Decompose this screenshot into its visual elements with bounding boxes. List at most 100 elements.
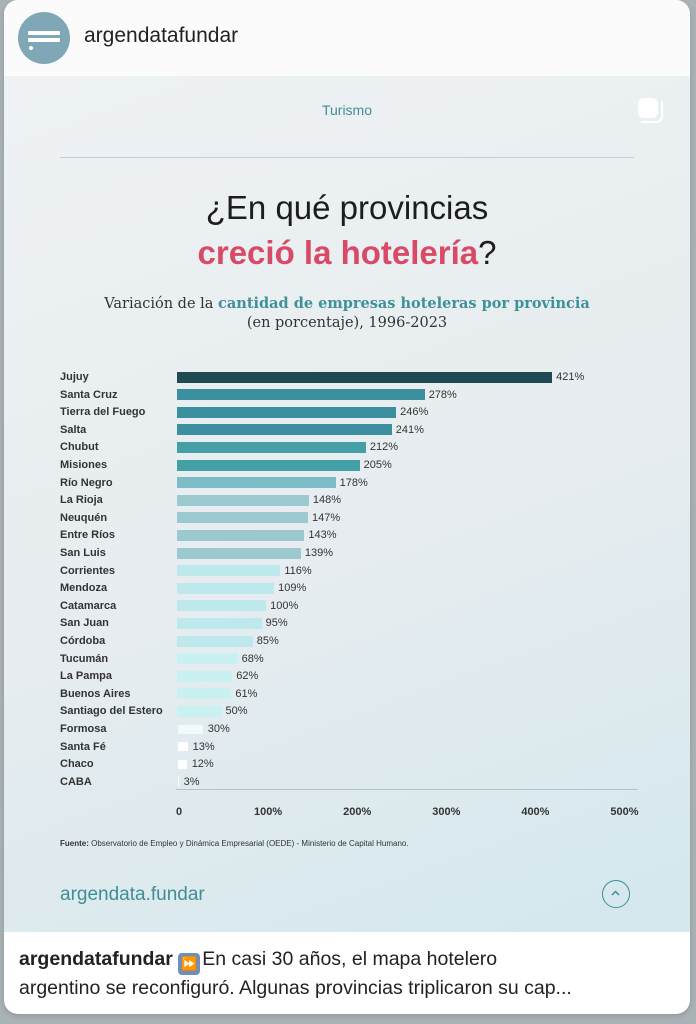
category-label: Tucumán: [60, 652, 109, 665]
bar: [177, 424, 392, 436]
data-label: 85%: [256, 635, 279, 647]
category-label: Santa Cruz: [60, 388, 118, 401]
category-label: San Juan: [60, 617, 109, 630]
title-end: ?: [478, 234, 497, 271]
post-header: argendatafundar: [4, 0, 690, 76]
bar: [177, 617, 262, 629]
fast-forward-icon: ⏩: [178, 953, 201, 975]
source-text: Observatorio de Empleo y Dinámica Empres…: [88, 839, 409, 848]
caption-line1: En casi 30 años, el mapa hotelero: [202, 948, 498, 970]
brand-label: argendata.fundar: [60, 884, 205, 905]
bar: [177, 582, 275, 594]
category-label: Chaco: [60, 758, 94, 771]
category-label: Corrientes: [60, 564, 116, 577]
data-label: 62%: [236, 670, 259, 683]
category-label: Catamarca: [60, 599, 117, 612]
data-label: 12%: [191, 758, 214, 771]
x-axis-line: [176, 789, 638, 790]
title-line-1: ¿En qué provincias: [205, 189, 489, 226]
bar: [177, 459, 360, 471]
data-label: 278%: [428, 388, 457, 401]
category-label: Formosa: [60, 723, 107, 735]
data-label: 68%: [241, 652, 264, 665]
chevron-up-circle-icon[interactable]: [602, 880, 630, 908]
bar: [177, 600, 267, 612]
post-card: argendatafundar Turismo ¿En qué provinci…: [4, 0, 690, 1014]
post-caption: argendatafundar ⏩ En casi 30 años, el map…: [19, 946, 679, 1001]
data-label: 143%: [308, 529, 337, 542]
bar: [177, 529, 305, 541]
bar: [177, 758, 188, 770]
category-label: Jujuy: [60, 371, 89, 383]
category-label: Santiago del Estero: [60, 705, 163, 718]
caption-line2[interactable]: argentino se reconfiguró. Algunas provin…: [19, 977, 572, 999]
data-label: 95%: [265, 617, 288, 630]
category-label: Santa Fé: [60, 740, 106, 753]
source-label: Fuente:: [60, 839, 89, 848]
bar: [177, 389, 425, 401]
x-tick-label: 300%: [432, 806, 461, 818]
divider: [60, 157, 634, 158]
bar: [177, 406, 397, 418]
category-label: Salta: [60, 423, 87, 436]
carousel-icon: [638, 98, 663, 123]
data-label: 205%: [363, 459, 392, 471]
subtitle-highlight: cantidad de empresas hoteleras por provi…: [218, 295, 590, 312]
bar: [177, 776, 180, 788]
bar: [177, 512, 308, 524]
bar: [177, 741, 189, 753]
data-label: 61%: [235, 687, 258, 700]
title-line-2: creció la hotelería?: [4, 234, 690, 272]
bar: [177, 565, 281, 577]
x-tick-label: 0: [175, 806, 183, 818]
category-label: CABA: [60, 775, 92, 788]
data-label: 3%: [183, 775, 200, 788]
data-label: 13%: [192, 740, 215, 753]
bar: [177, 371, 553, 383]
title-highlight: creció la hotelería: [197, 234, 479, 271]
category-label: Entre Ríos: [60, 529, 116, 542]
source-note: Fuente: Observatorio de Empleo y Dinámic…: [60, 839, 409, 848]
data-label: 116%: [284, 564, 312, 577]
bar: [177, 653, 238, 665]
x-tick-label: 400%: [521, 806, 550, 818]
category-label: Tierra del Fuego: [60, 406, 146, 419]
category-label: Misiones: [60, 459, 108, 471]
section-label: Turismo: [321, 102, 373, 118]
data-label: 246%: [400, 406, 429, 419]
bar: [177, 547, 301, 559]
bar: [177, 670, 233, 682]
subtitle-pre: Variación de la: [104, 296, 219, 312]
category-label: Río Negro: [60, 476, 113, 489]
category-label: Chubut: [60, 441, 99, 454]
username[interactable]: argendatafundar: [84, 24, 239, 47]
data-label: 212%: [369, 441, 399, 454]
data-label: 148%: [312, 494, 341, 507]
data-label: 178%: [339, 476, 368, 489]
bar: [177, 635, 253, 647]
data-label: 421%: [556, 371, 585, 383]
category-label: La Pampa: [60, 670, 112, 683]
x-tick-label: 100%: [254, 806, 283, 818]
post-image[interactable]: Turismo ¿En qué provincias creció la hot…: [4, 76, 690, 932]
x-tick-label: 200%: [343, 806, 372, 818]
x-tick-label: 500%: [610, 806, 639, 818]
category-label: Córdoba: [60, 635, 106, 647]
data-label: 139%: [304, 547, 333, 559]
subtitle-line2: (en porcentaje), 1996-2023: [246, 315, 448, 331]
bar-chart: Jujuy 421% Santa Cruz 278% Tierra del Fuego 2…: [4, 76, 690, 876]
category-label: San Luis: [60, 547, 106, 559]
data-label: 30%: [207, 723, 230, 735]
data-label: 109%: [278, 582, 307, 595]
category-label: Neuquén: [60, 511, 108, 524]
bar: [177, 723, 204, 735]
data-label: 50%: [225, 705, 248, 718]
data-label: 147%: [311, 511, 341, 524]
chart-subtitle: Variación de la cantidad de empresas hot…: [4, 294, 690, 333]
bar: [177, 441, 366, 453]
category-label: Mendoza: [60, 582, 108, 595]
caption-username[interactable]: argendatafundar: [19, 948, 173, 970]
argendata-logo-icon[interactable]: [18, 12, 70, 64]
data-label: 241%: [395, 423, 424, 436]
bar: [177, 705, 222, 717]
